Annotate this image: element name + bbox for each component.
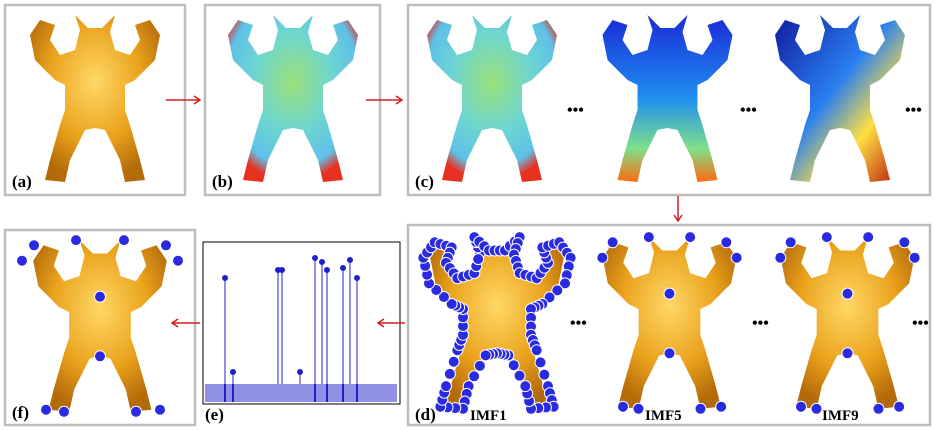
keypoint <box>607 237 618 248</box>
keypoint <box>480 350 491 361</box>
keypoint <box>863 232 874 243</box>
keypoint <box>441 381 452 392</box>
stem-head <box>280 268 285 273</box>
keypoint <box>95 291 106 302</box>
keypoint <box>721 237 732 248</box>
stem-head <box>355 276 360 281</box>
keypoint <box>71 235 82 246</box>
keypoint <box>155 404 166 415</box>
keypoint <box>685 232 696 243</box>
keypoint <box>597 252 608 263</box>
panel-label: (a) <box>12 172 32 191</box>
keypoint <box>514 370 525 381</box>
ellipsis: ••• <box>567 102 584 119</box>
keypoint <box>119 235 130 246</box>
keypoint <box>731 252 742 263</box>
stem-head <box>325 268 330 273</box>
stem-head <box>298 370 303 375</box>
keypoint <box>469 371 480 382</box>
keypoint <box>474 360 485 371</box>
keypoint <box>59 406 70 417</box>
keypoint <box>173 255 184 266</box>
keypoint <box>899 237 910 248</box>
keypoint <box>618 401 629 412</box>
imf-label: IMF5 <box>645 408 682 424</box>
stem-head <box>348 258 353 263</box>
keypoint <box>643 232 654 243</box>
keypoint <box>29 240 40 251</box>
keypoint <box>444 368 455 379</box>
keypoint <box>785 237 796 248</box>
keypoint <box>664 288 675 299</box>
stem-head <box>231 370 236 375</box>
stem-head <box>313 256 318 261</box>
keypoint <box>811 403 822 414</box>
keypoint <box>95 351 106 362</box>
keypoint <box>531 345 542 356</box>
ellipsis: ••• <box>905 102 922 119</box>
keypoint <box>796 401 807 412</box>
ellipsis: ••• <box>752 315 769 332</box>
keypoint <box>873 403 884 414</box>
panel-label: (b) <box>212 172 233 191</box>
imf-label: IMF9 <box>822 408 859 424</box>
keypoint <box>842 288 853 299</box>
keypoint <box>633 403 644 414</box>
keypoint <box>17 255 28 266</box>
keypoint <box>508 360 519 371</box>
panel-label: (d) <box>415 405 436 424</box>
keypoint <box>695 403 706 414</box>
keypoint <box>535 357 546 368</box>
stem-head <box>320 260 325 265</box>
stem-plot <box>203 242 400 404</box>
ellipsis: ••• <box>912 315 929 332</box>
keypoint <box>842 348 853 359</box>
imf-label: IMF1 <box>470 408 507 424</box>
keypoint <box>41 404 52 415</box>
panel-label: (e) <box>205 405 224 424</box>
stem-head <box>223 276 228 281</box>
panel-label: (c) <box>415 172 434 191</box>
keypoint <box>909 252 920 263</box>
keypoint <box>664 348 675 359</box>
keypoint <box>473 254 484 265</box>
keypoint <box>539 369 550 380</box>
keypoint <box>716 401 727 412</box>
panel-label: (f) <box>12 403 29 422</box>
figure: (a) (b) (c) (d) (e) (f) IMF1 IMF5 IMF9 •… <box>0 0 934 430</box>
keypoint <box>520 381 531 392</box>
keypoint <box>131 406 142 417</box>
ellipsis: ••• <box>740 102 757 119</box>
keypoint <box>821 232 832 243</box>
stem-head <box>341 266 346 271</box>
keypoint <box>775 252 786 263</box>
keypoint <box>894 401 905 412</box>
keypoint <box>448 356 459 367</box>
keypoint <box>161 240 172 251</box>
ellipsis: ••• <box>570 315 587 332</box>
